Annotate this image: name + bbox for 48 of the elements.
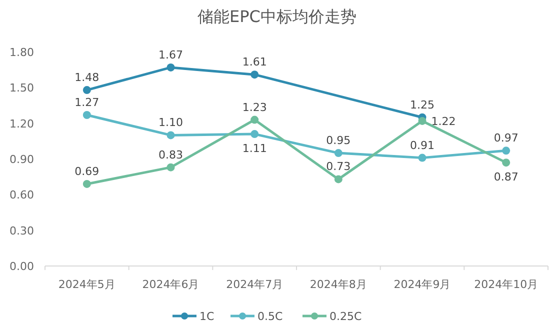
point (334, 175, 342, 184)
x-tick-label: 2024年7月 (226, 278, 284, 291)
point (166, 163, 175, 172)
data-label: 0.91 (410, 138, 434, 152)
point (250, 70, 259, 79)
y-tick-label: 0.90 (10, 153, 34, 166)
point (166, 63, 175, 72)
legend-label: 1C (200, 310, 214, 323)
point (502, 146, 510, 155)
legend-label: 0.5C (258, 310, 283, 323)
y-tick-label: 0.30 (10, 224, 34, 238)
x-tick-label: 2024年5月 (58, 278, 116, 291)
x-tick-label: 2024年10月 (474, 278, 538, 291)
data-label: 1.23 (242, 100, 267, 114)
data-label: 1.67 (158, 48, 183, 62)
data-label: 1.27 (74, 96, 100, 110)
point (250, 116, 259, 124)
data-label: 0.95 (326, 134, 351, 148)
point (82, 111, 91, 120)
point (250, 130, 259, 138)
x-tick-label: 2024年6月 (142, 278, 200, 291)
data-label: 1.61 (242, 56, 267, 69)
x-tick-label: 2024年9月 (394, 278, 451, 291)
data-label: 1.11 (242, 142, 267, 156)
data-label: 1.10 (158, 116, 183, 130)
data-label: 1.48 (74, 71, 100, 84)
point (82, 180, 91, 188)
y-tick-label: 0.60 (10, 188, 34, 202)
legend-label: 0.25C (330, 310, 362, 323)
data-label: 1.25 (410, 98, 434, 112)
y-tick-label: 1.80 (10, 46, 34, 59)
data-label: 0.69 (74, 164, 100, 178)
point (502, 158, 510, 167)
y-tick-label: 0.00 (10, 260, 34, 273)
chart-title: 储能EPC中标均价走势 (198, 7, 356, 26)
point (418, 116, 426, 125)
y-tick-label: 1.20 (10, 117, 34, 130)
x-tick-label: 2024年8月 (310, 278, 367, 291)
point (82, 86, 91, 94)
point (418, 154, 426, 162)
data-label: 0.97 (494, 132, 518, 145)
data-label: 0.73 (326, 160, 351, 174)
point (334, 149, 342, 158)
y-tick-label: 1.50 (10, 82, 34, 95)
data-label: 0.87 (494, 170, 518, 184)
data-label: 1.22 (431, 114, 456, 128)
data-label: 0.83 (158, 148, 183, 162)
point (166, 131, 175, 140)
